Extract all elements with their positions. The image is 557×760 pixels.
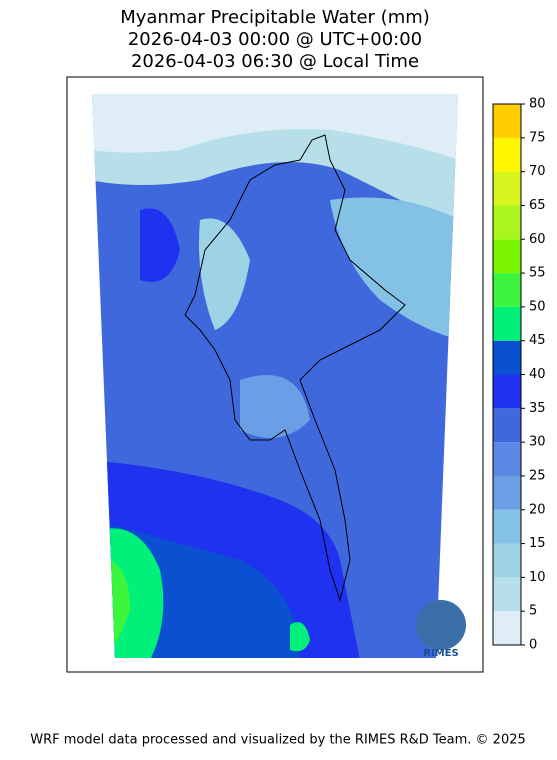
colorbar: 0 5 10 15 20 25 30 35 40 45 50 55 60 65 70 75 80 [492, 97, 546, 653]
tick-label: 60 [529, 232, 546, 247]
country-border [184, 134, 406, 602]
logo: RIMES [416, 600, 466, 659]
title-line: 2026-04-03 00:00 @ UTC+00:00 [128, 29, 422, 50]
logo-badge [416, 600, 466, 650]
tick-label: 50 [529, 299, 546, 314]
color-bin [493, 577, 521, 612]
tick-label: 35 [529, 401, 546, 416]
map-frame [66, 76, 484, 673]
color-bin [493, 239, 521, 274]
map-field [92, 94, 458, 658]
tick-label: 80 [529, 97, 546, 112]
title-line: Myanmar Precipitable Water (mm) [120, 7, 430, 28]
color-bin [493, 273, 521, 307]
color-bin [493, 104, 521, 138]
tick-label: 40 [529, 367, 546, 382]
color-bin [493, 475, 521, 510]
field [290, 622, 310, 652]
color-bin [493, 509, 521, 544]
tick-label: 20 [529, 502, 546, 517]
tick-label: 70 [529, 164, 546, 179]
field [92, 94, 458, 160]
tick-label: 75 [529, 130, 546, 145]
color-bin [493, 408, 521, 443]
tick-label: 30 [529, 435, 546, 450]
field [240, 375, 310, 438]
tick-label: 10 [529, 570, 546, 585]
color-bin [493, 543, 521, 578]
color-bin [493, 374, 521, 409]
tick-label: 45 [529, 333, 546, 348]
logo-text: RIMES [423, 648, 458, 659]
color-bin [493, 137, 521, 172]
color-bin [493, 340, 521, 375]
color-bin [493, 171, 521, 206]
field [110, 560, 130, 650]
color-bin [493, 611, 521, 645]
footer: WRF model data processed and visualized … [30, 733, 526, 748]
color-bin [493, 442, 521, 476]
tick-label: 0 [529, 638, 537, 653]
color-bin [493, 205, 521, 240]
tick-label: 15 [529, 536, 546, 551]
color-bin [493, 306, 521, 341]
title-line: 2026-04-03 06:30 @ Local Time [131, 51, 419, 72]
field [199, 218, 250, 330]
tick-label: 25 [529, 468, 546, 483]
tick-label: 65 [529, 198, 546, 213]
field [330, 197, 458, 340]
tick-label: 55 [529, 266, 546, 281]
field [140, 208, 180, 282]
tick-label: 5 [529, 604, 537, 619]
